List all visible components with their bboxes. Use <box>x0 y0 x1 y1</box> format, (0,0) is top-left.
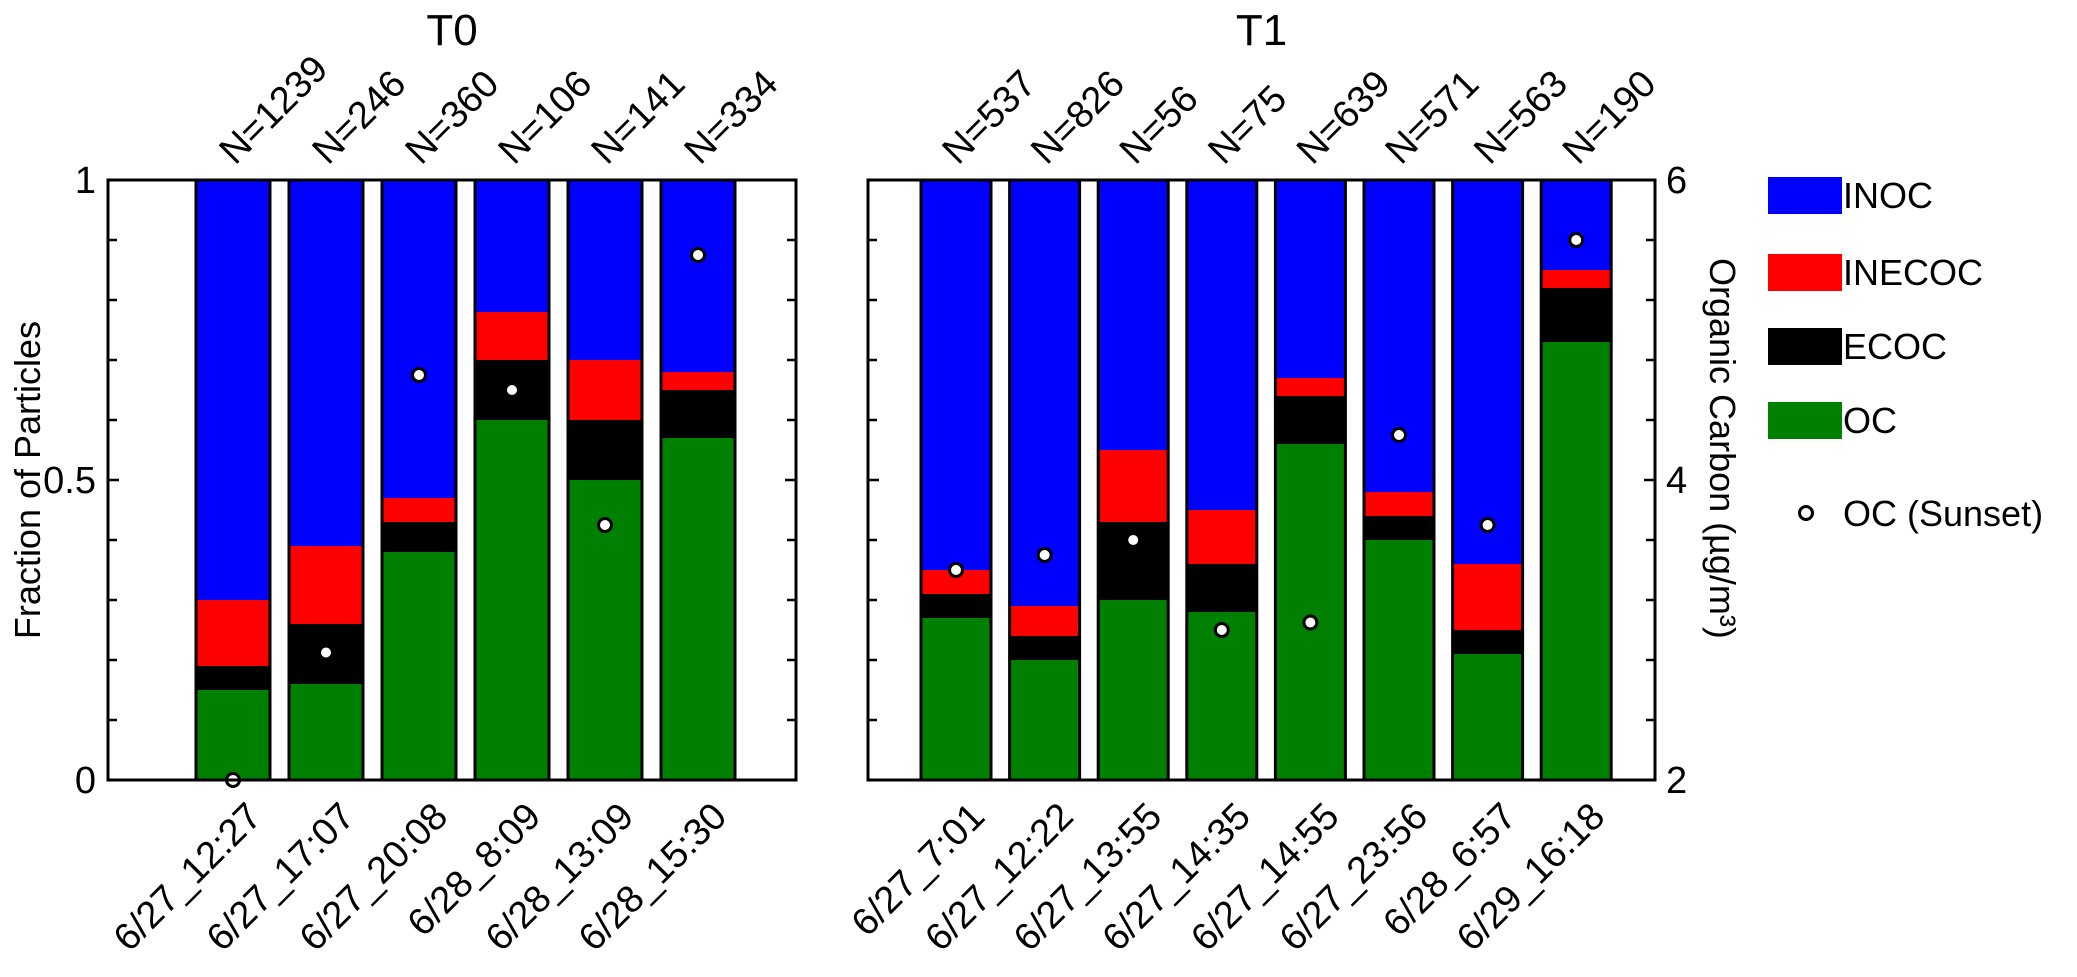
bar-inoc-t1-3 <box>1098 180 1169 450</box>
y-tick-label-2: 0.5 <box>43 460 96 502</box>
bar-oc-t1-8 <box>1541 342 1612 780</box>
count-label-t1-5: N=639 <box>1289 63 1399 173</box>
bar-inecoc-t1-8 <box>1541 270 1612 288</box>
bar-inoc-t0-3 <box>382 180 456 498</box>
bar-inecoc-t0-2 <box>289 546 363 624</box>
legend-label-ecoc: ECOC <box>1843 326 1947 367</box>
oc-sunset-point-t1-7 <box>1479 517 1496 533</box>
bar-ecoc-t1-5 <box>1275 396 1346 444</box>
bar-oc-t1-3 <box>1098 600 1169 780</box>
oc-sunset-point-t1-6 <box>1391 427 1407 443</box>
legend-label-inecoc: INECOC <box>1843 252 1983 293</box>
count-label-t0-6: N=334 <box>677 63 787 173</box>
bar-oc-t1-2 <box>1009 660 1080 780</box>
bar-oc-t1-4 <box>1186 612 1257 780</box>
bar-ecoc-t0-5 <box>568 420 642 480</box>
bar-ecoc-t1-4 <box>1186 564 1257 612</box>
legend-swatch-inoc <box>1768 177 1842 214</box>
legend-label-oc: OC <box>1843 400 1897 441</box>
bar-inoc-t1-5 <box>1275 180 1346 378</box>
bar-oc-t1-6 <box>1364 540 1434 780</box>
bar-inecoc-t1-6 <box>1364 492 1434 516</box>
bar-oc-t0-4 <box>475 420 549 780</box>
oc-sunset-point-t1-2 <box>1036 547 1053 563</box>
bar-ecoc-t1-8 <box>1541 288 1612 342</box>
bar-inoc-t1-2 <box>1009 180 1080 606</box>
oc-sunset-point-t0-5 <box>597 517 613 533</box>
bar-oc-t0-1 <box>196 690 270 780</box>
bar-ecoc-t1-6 <box>1364 516 1434 540</box>
oc-sunset-point-t1-1 <box>948 562 964 578</box>
y2-tick-label-3: 6 <box>1666 160 1687 202</box>
legend-swatch-ecoc <box>1768 328 1842 365</box>
bar-ecoc-t1-7 <box>1452 630 1523 654</box>
oc-sunset-point-t1-5 <box>1302 614 1319 631</box>
bar-ecoc-t1-2 <box>1009 636 1080 660</box>
oc-sunset-point-t0-3 <box>411 367 427 383</box>
bar-inecoc-t1-4 <box>1186 510 1257 564</box>
bar-inoc-t0-6 <box>661 180 735 372</box>
count-label-t1-6: N=571 <box>1378 63 1488 173</box>
y-axis-label: Fraction of Particles <box>7 321 48 639</box>
oc-sunset-point-t0-4 <box>504 382 520 398</box>
oc-sunset-point-t0-6 <box>690 247 706 263</box>
bar-inecoc-t0-3 <box>382 498 456 522</box>
legend-label-inoc: INOC <box>1843 175 1933 216</box>
bar-oc-t1-1 <box>921 618 991 780</box>
legend-swatch-oc <box>1768 402 1842 439</box>
bar-ecoc-t0-3 <box>382 522 456 552</box>
bar-inoc-t1-8 <box>1541 180 1612 270</box>
count-label-t1-7: N=563 <box>1466 63 1576 173</box>
bar-inecoc-t1-7 <box>1452 564 1523 630</box>
bar-oc-t0-3 <box>382 552 456 780</box>
panel-title-t1: T1 <box>1236 6 1287 55</box>
bar-inecoc-t1-3 <box>1098 450 1169 522</box>
bar-oc-t0-2 <box>289 684 363 780</box>
oc-sunset-point-t1-8 <box>1568 232 1585 248</box>
bar-inecoc-t0-1 <box>196 600 270 666</box>
oc-sunset-point-t0-2 <box>318 644 334 661</box>
y2-axis-label: Organic Carbon (µg/m³) <box>1702 258 1743 639</box>
count-label-t1-8: N=190 <box>1555 63 1665 173</box>
bar-ecoc-t0-6 <box>661 390 735 438</box>
y-tick-label-3: 1 <box>75 160 96 202</box>
y-tick-label-1: 0 <box>75 760 96 802</box>
bar-inoc-t0-4 <box>475 180 549 312</box>
legend-marker-oc-sunset <box>1798 505 1814 521</box>
count-label-t0-5: N=141 <box>584 63 694 173</box>
bar-inecoc-t0-5 <box>568 360 642 420</box>
count-label-t1-4: N=75 <box>1200 78 1295 173</box>
count-label-t1-1: N=537 <box>935 63 1045 173</box>
oc-sunset-point-t1-3 <box>1125 532 1142 548</box>
bar-inoc-t1-7 <box>1452 180 1523 564</box>
panel-title-t0: T0 <box>426 6 477 55</box>
count-label-t0-4: N=106 <box>491 63 601 173</box>
bar-inoc-t0-1 <box>196 180 270 600</box>
legend-label-oc-sunset: OC (Sunset) <box>1843 493 2043 534</box>
bar-ecoc-t0-1 <box>196 666 270 690</box>
oc-sunset-point-t1-4 <box>1213 622 1230 638</box>
count-label-t0-3: N=360 <box>398 63 508 173</box>
bar-ecoc-t1-1 <box>921 594 991 618</box>
bar-inoc-t0-2 <box>289 180 363 546</box>
bar-inecoc-t0-6 <box>661 372 735 390</box>
bar-inoc-t1-4 <box>1186 180 1257 510</box>
bar-inoc-t1-1 <box>921 180 991 570</box>
y2-tick-label-2: 4 <box>1666 460 1687 502</box>
bar-inecoc-t0-4 <box>475 312 549 360</box>
legend-swatch-inecoc <box>1768 254 1842 291</box>
bar-inoc-t0-5 <box>568 180 642 360</box>
bar-inecoc-t1-5 <box>1275 378 1346 396</box>
y2-tick-label-1: 2 <box>1666 760 1687 802</box>
bar-oc-t1-7 <box>1452 654 1523 780</box>
count-label-t1-2: N=826 <box>1023 63 1133 173</box>
bar-inecoc-t1-2 <box>1009 606 1080 636</box>
bar-oc-t1-5 <box>1275 444 1346 780</box>
bar-inoc-t1-6 <box>1364 180 1434 492</box>
bar-oc-t0-6 <box>661 438 735 780</box>
